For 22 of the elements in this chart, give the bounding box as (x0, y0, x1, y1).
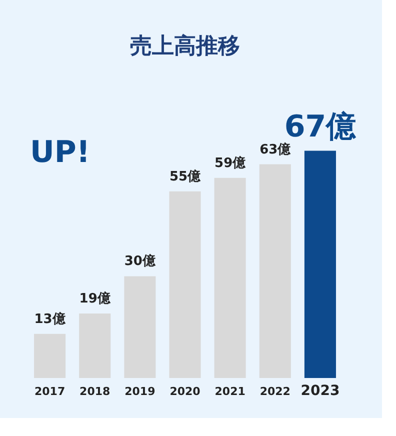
chart-title: 売上高推移 (130, 33, 240, 58)
bar (304, 150, 336, 378)
data-label: 13億 (34, 310, 66, 327)
data-label: 30億 (124, 253, 156, 270)
x-tick-label: 2023 (300, 383, 340, 399)
bar (259, 164, 291, 378)
x-tick-label: 2022 (260, 385, 290, 398)
data-label: 59億 (214, 154, 247, 171)
bar (34, 334, 66, 378)
x-tick-label: 2020 (170, 385, 201, 398)
x-tick-label: 2018 (80, 385, 110, 398)
data-label: 63億 (260, 141, 292, 158)
bar (214, 178, 246, 378)
bar (169, 191, 201, 378)
bar (79, 314, 111, 378)
x-tick-label: 2021 (214, 385, 246, 398)
annotation: UP! (30, 135, 90, 170)
data-label: 19億 (79, 290, 112, 307)
x-tick-label: 2017 (34, 385, 66, 398)
data-label: 55億 (169, 168, 202, 184)
x-tick-label: 2019 (124, 385, 156, 398)
bar (124, 276, 156, 378)
